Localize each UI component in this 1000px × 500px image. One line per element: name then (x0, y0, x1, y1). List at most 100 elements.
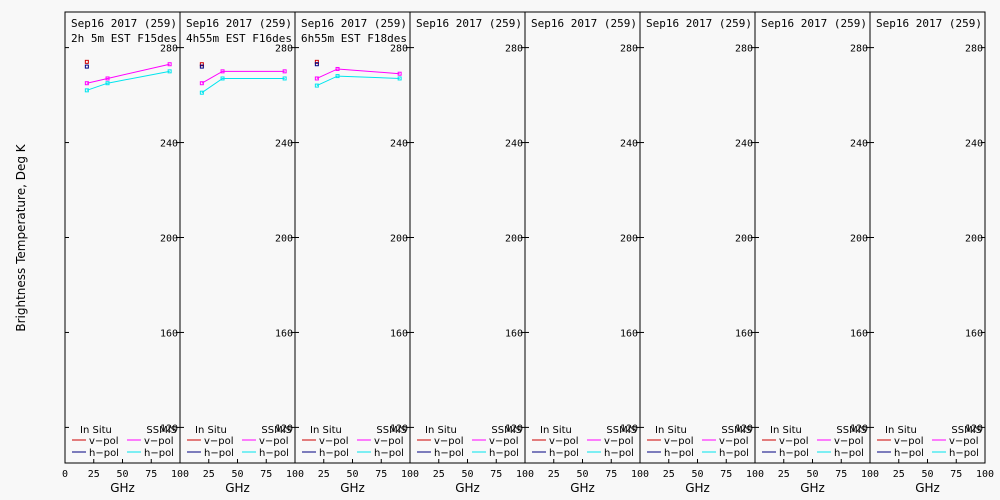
panel-1: Sep16 2017 (259) 2h 5m EST F15des 120 160 20… (62, 11, 189, 495)
x-tick-label: 100 (631, 469, 649, 480)
legend-insitu-vpol-label: v−pol (434, 436, 464, 447)
y-tick-label: 280 (275, 44, 293, 55)
y-tick-label: 240 (735, 139, 753, 150)
y-tick-label: 160 (965, 328, 983, 339)
ssmis-v-point (199, 81, 204, 86)
legend-ssmis-vpol-label: v−pol (834, 436, 864, 447)
legend-insitu-hpol-label: h−pol (779, 448, 809, 459)
legend-insitu-header: In Situ (425, 425, 457, 436)
legend-insitu-header: In Situ (195, 425, 227, 436)
x-tick-label: 75 (605, 469, 617, 480)
y-tick-label: 280 (160, 44, 178, 55)
x-tick-label: 100 (286, 469, 304, 480)
x-tick-label: 50 (116, 469, 128, 480)
insitu-h-point (199, 64, 204, 69)
x-tick-label: 75 (145, 469, 157, 480)
panel-subtitle: 6h55m EST F18des (301, 32, 407, 45)
ssmis-v-point (397, 71, 402, 76)
y-tick-label: 240 (965, 139, 983, 150)
legend-ssmis-vpol-label: v−pol (374, 436, 404, 447)
x-tick-label: 100 (401, 469, 419, 480)
legend-ssmis-hpol-label: h−pol (719, 448, 749, 459)
ssmis-h-line (201, 77, 285, 94)
y-tick-label: 160 (275, 328, 293, 339)
x-tick-label: 75 (260, 469, 272, 480)
ssmis-h-point (84, 88, 89, 93)
legend-ssmis-vpol-label: v−pol (489, 436, 519, 447)
legend-ssmis-hpol-label: h−pol (144, 448, 174, 459)
y-tick-label: 280 (505, 44, 523, 55)
legend-insitu-header: In Situ (80, 425, 112, 436)
ssmis-v-point (220, 69, 225, 74)
y-tick-label: 240 (505, 139, 523, 150)
y-tick-label: 160 (850, 328, 868, 339)
insitu-h-point (84, 64, 89, 69)
y-tick-label: 160 (620, 328, 638, 339)
legend-ssmis-vpol-label: v−pol (604, 436, 634, 447)
legend-ssmis-hpol-label: h−pol (489, 448, 519, 459)
legend-insitu-vpol-label: v−pol (894, 436, 924, 447)
y-tick-label: 160 (505, 328, 523, 339)
x-tick-label: 50 (461, 469, 473, 480)
x-tick-label: 50 (921, 469, 933, 480)
legend-insitu-hpol-label: h−pol (89, 448, 119, 459)
panels-group: Sep16 2017 (259) 2h 5m EST F15des 120 160 20… (62, 11, 994, 495)
legend-ssmis-hpol-label: h−pol (259, 448, 289, 459)
x-axis-label: GHz (915, 481, 940, 495)
legend-insitu-hpol-label: h−pol (204, 448, 234, 459)
x-axis-label: GHz (570, 481, 595, 495)
y-tick-label: 120 (390, 423, 408, 434)
legend-insitu-vpol-label: v−pol (89, 436, 119, 447)
x-tick-label: 75 (490, 469, 502, 480)
y-tick-label: 160 (735, 328, 753, 339)
ssmis-h-point (199, 90, 204, 95)
y-tick-label: 280 (850, 44, 868, 55)
x-tick-label: 75 (720, 469, 732, 480)
y-tick-label: 280 (735, 44, 753, 55)
y-tick-label: 120 (275, 423, 293, 434)
panel-2: Sep16 2017 (259) 4h55m EST F16des 120 160 20… (179, 11, 304, 495)
legend-insitu-hpol-label: h−pol (894, 448, 924, 459)
legend-ssmis-header: SSMIS (951, 425, 982, 436)
panel-title: Sep16 2017 (259) (761, 17, 867, 30)
legend-ssmis-header: SSMIS (606, 425, 637, 436)
x-axis-label: GHz (685, 481, 710, 495)
x-tick-label: 50 (576, 469, 588, 480)
x-tick-label: 100 (171, 469, 189, 480)
ssmis-v-point (282, 69, 287, 74)
y-tick-label: 200 (620, 234, 638, 245)
ssmis-h-point (220, 76, 225, 81)
legend-ssmis-hpol-label: h−pol (374, 448, 404, 459)
panel-title: Sep16 2017 (259) (416, 17, 522, 30)
y-tick-label: 240 (275, 139, 293, 150)
y-tick-label: 200 (275, 234, 293, 245)
panel-subtitle: 4h55m EST F16des (186, 32, 292, 45)
legend-ssmis-hpol-label: h−pol (834, 448, 864, 459)
x-tick-label: 25 (88, 469, 100, 480)
x-tick-label: 100 (746, 469, 764, 480)
y-tick-label: 240 (850, 139, 868, 150)
legend-insitu-header: In Situ (770, 425, 802, 436)
x-tick-label: 100 (516, 469, 534, 480)
legend-ssmis-header: SSMIS (721, 425, 752, 436)
legend-ssmis-vpol-label: v−pol (259, 436, 289, 447)
ssmis-v-point (335, 66, 340, 71)
legend-ssmis-header: SSMIS (376, 425, 407, 436)
x-tick-label: 25 (778, 469, 790, 480)
ssmis-h-point (282, 76, 287, 81)
y-tick-label: 280 (390, 44, 408, 55)
legend-ssmis-vpol-label: v−pol (144, 436, 174, 447)
y-axis-label: Brightness Temperature, Deg K (14, 143, 28, 331)
y-tick-label: 240 (160, 139, 178, 150)
legend-ssmis-header: SSMIS (491, 425, 522, 436)
legend-insitu-hpol-label: h−pol (434, 448, 464, 459)
panel-title: Sep16 2017 (259) (301, 17, 407, 30)
legend-insitu-hpol-label: h−pol (664, 448, 694, 459)
legend-insitu-header: In Situ (540, 425, 572, 436)
panel-title: Sep16 2017 (259) (646, 17, 752, 30)
ssmis-v-line (201, 70, 285, 84)
x-tick-label: 50 (806, 469, 818, 480)
legend-insitu-vpol-label: v−pol (204, 436, 234, 447)
y-tick-label: 160 (390, 328, 408, 339)
panel-5: Sep16 2017 (259) 120 160 200 240 280 25 50 75 100… (524, 11, 649, 495)
